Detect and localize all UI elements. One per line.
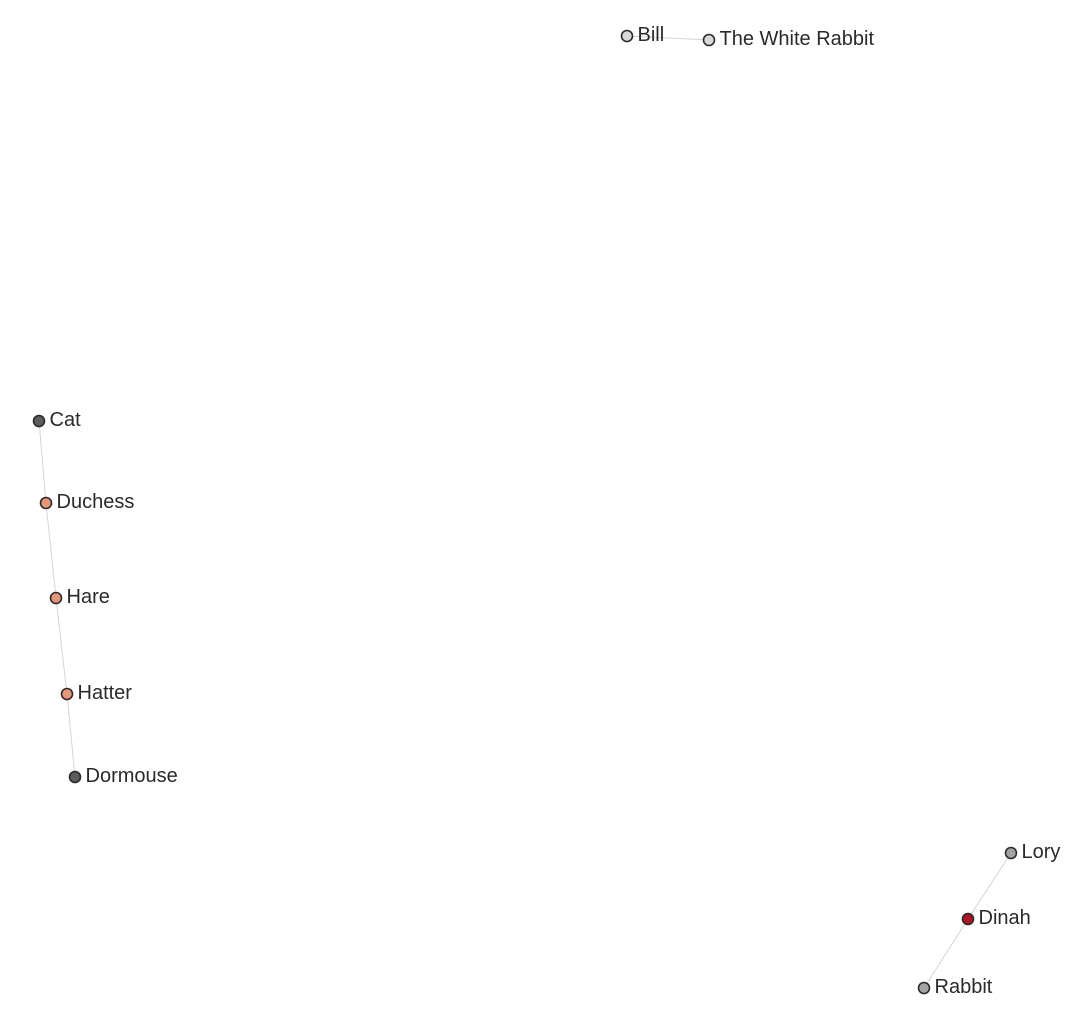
node-label-bill: Bill xyxy=(638,24,665,46)
nodes-layer: Bill The White Rabbit Cat Duchess Hare Hatter… xyxy=(32,24,1061,998)
node-label-hatter: Hatter xyxy=(78,682,133,704)
node-label-dinah: Dinah xyxy=(979,907,1031,929)
edge-bill-white-rabbit xyxy=(626,35,710,41)
edge-hare-hatter xyxy=(55,597,68,695)
node-dot-hare[interactable] xyxy=(49,591,63,605)
node-dot-cat[interactable] xyxy=(32,414,46,428)
node-label-cat: Cat xyxy=(50,409,82,431)
node-hare[interactable]: Hare xyxy=(49,586,110,608)
edge-hatter-dormouse xyxy=(66,693,76,778)
node-label-rabbit: Rabbit xyxy=(935,976,993,998)
node-dot-dormouse[interactable] xyxy=(68,770,82,784)
node-rabbit[interactable]: Rabbit xyxy=(917,976,993,998)
node-label-hare: Hare xyxy=(67,586,110,608)
node-label-white-rabbit: The White Rabbit xyxy=(720,28,875,50)
node-dot-hatter[interactable] xyxy=(60,687,74,701)
node-dot-rabbit[interactable] xyxy=(917,981,931,995)
node-dot-white-rabbit[interactable] xyxy=(702,33,716,47)
node-dinah[interactable]: Dinah xyxy=(961,907,1031,929)
node-dot-duchess[interactable] xyxy=(39,496,53,510)
edge-cat-duchess xyxy=(38,420,47,504)
node-hatter[interactable]: Hatter xyxy=(60,682,133,704)
edge-lory-dinah xyxy=(967,852,1012,920)
edges-layer xyxy=(38,35,1012,989)
node-white-rabbit[interactable]: The White Rabbit xyxy=(702,28,875,50)
node-label-dormouse: Dormouse xyxy=(86,765,178,787)
node-dot-dinah[interactable] xyxy=(961,912,975,926)
node-dot-lory[interactable] xyxy=(1004,846,1018,860)
node-label-lory: Lory xyxy=(1022,841,1061,863)
node-label-duchess: Duchess xyxy=(57,491,135,513)
node-duchess[interactable]: Duchess xyxy=(39,491,135,513)
node-dot-bill[interactable] xyxy=(620,29,634,43)
node-bill[interactable]: Bill xyxy=(620,24,665,46)
node-lory[interactable]: Lory xyxy=(1004,841,1061,863)
edge-dinah-rabbit xyxy=(923,918,969,989)
node-dormouse[interactable]: Dormouse xyxy=(68,765,178,787)
node-cat[interactable]: Cat xyxy=(32,409,82,431)
edge-duchess-hare xyxy=(45,502,57,599)
